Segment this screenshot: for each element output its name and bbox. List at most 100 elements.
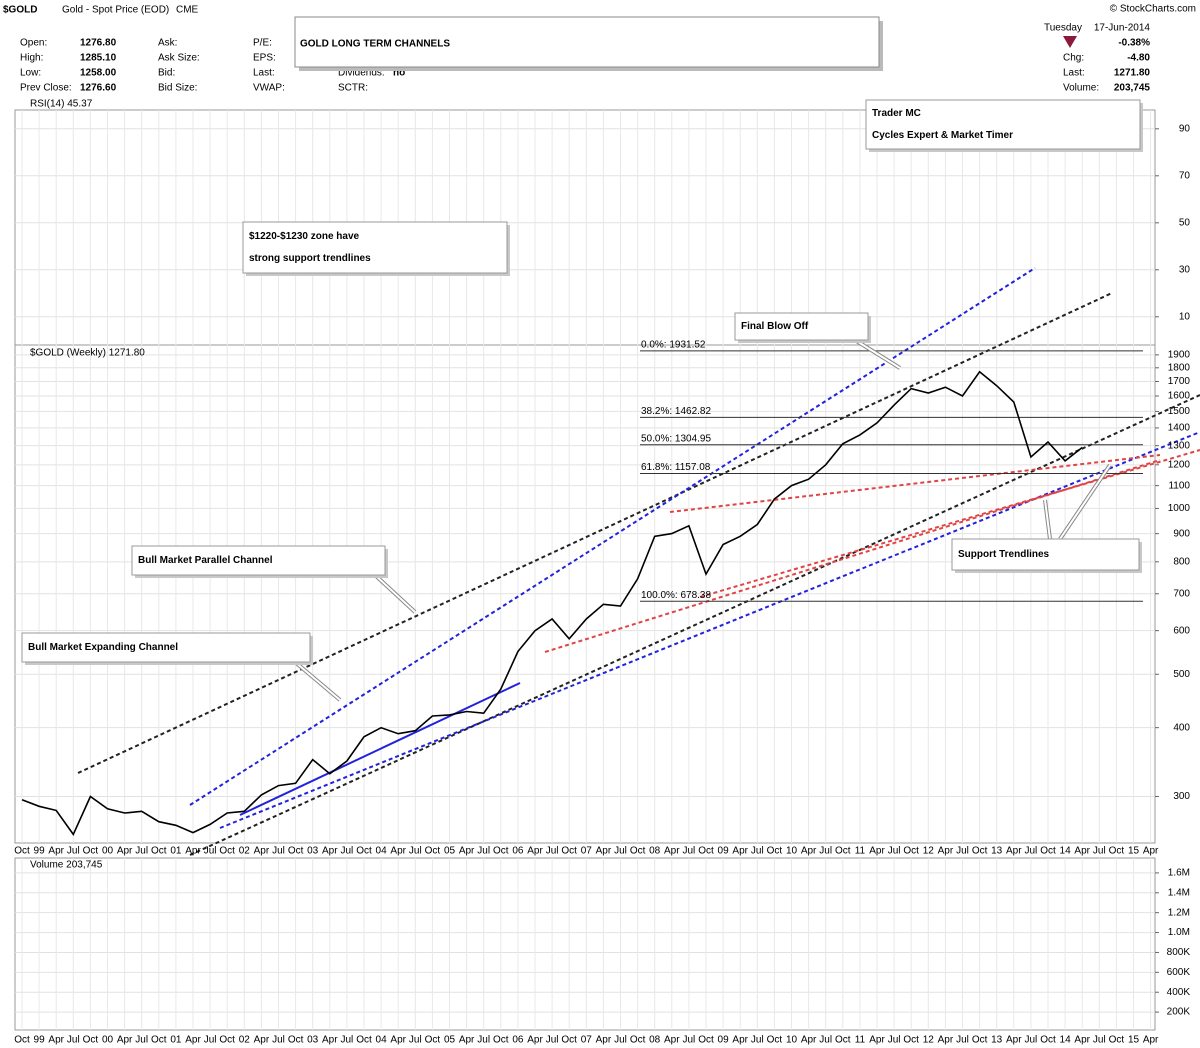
- y-tick-label: 400K: [1167, 987, 1191, 998]
- x-tick-label: Apr: [596, 846, 612, 857]
- y-tick-label: 400: [1173, 722, 1190, 733]
- session-label: Chg:: [1063, 53, 1084, 64]
- x-tick-label: 03: [307, 846, 319, 857]
- x-tick-label: 10: [786, 1035, 798, 1046]
- x-tick-label: Oct: [83, 1035, 99, 1046]
- annotation-box: [242, 221, 508, 274]
- fib-label: 0.0%: 1931.52: [641, 340, 706, 351]
- session-label: Last:: [1063, 68, 1085, 79]
- fib-label: 100.0%: 678.38: [641, 590, 711, 601]
- x-tick-label: 14: [1060, 1035, 1072, 1046]
- quote-label: VWAP:: [253, 83, 285, 94]
- quote-label: Open:: [20, 38, 47, 49]
- x-tick-label: 99: [34, 846, 46, 857]
- x-tick-label: 02: [239, 846, 251, 857]
- x-tick-label: Apr: [459, 1035, 475, 1046]
- x-tick-label: Apr: [48, 1035, 64, 1046]
- y-tick-label: 600K: [1167, 967, 1191, 978]
- y-tick-label: 500: [1173, 669, 1190, 680]
- x-tick-label: Apr: [596, 1035, 612, 1046]
- x-tick-label: Jul: [1093, 1035, 1106, 1046]
- x-tick-label: Oct: [219, 846, 235, 857]
- x-tick-label: Oct: [903, 846, 919, 857]
- x-tick-label: Jul: [819, 846, 832, 857]
- change-pct: -0.38%: [1118, 38, 1150, 49]
- annotation-box: [951, 538, 1140, 571]
- x-tick-label: 99: [34, 1035, 46, 1046]
- annotation-box: [21, 632, 311, 663]
- x-tick-label: Jul: [67, 1035, 80, 1046]
- x-tick-label: Apr: [664, 846, 680, 857]
- x-tick-label: 06: [512, 1035, 524, 1046]
- x-tick-label: Oct: [835, 1035, 851, 1046]
- x-tick-label: Apr: [117, 1035, 133, 1046]
- x-tick-label: Apr: [869, 846, 885, 857]
- x-tick-label: Jul: [272, 846, 285, 857]
- x-tick-label: Oct: [972, 1035, 988, 1046]
- x-tick-label: Jul: [204, 1035, 217, 1046]
- x-tick-label: Apr: [390, 846, 406, 857]
- x-tick-label: Apr: [938, 846, 954, 857]
- y-tick-label: 800: [1173, 556, 1190, 567]
- copyright: © StockCharts.com: [1110, 4, 1196, 15]
- y-tick-label: 90: [1179, 123, 1191, 134]
- quote-value: 1276.60: [80, 83, 117, 94]
- x-tick-label: 06: [512, 846, 524, 857]
- x-tick-label: 10: [786, 846, 798, 857]
- y-tick-label: 800K: [1167, 947, 1191, 958]
- x-tick-label: Apr: [459, 846, 475, 857]
- x-tick-label: Jul: [409, 1035, 422, 1046]
- x-tick-label: 03: [307, 1035, 319, 1046]
- x-tick-label: 04: [376, 1035, 388, 1046]
- x-tick-label: Apr: [185, 846, 201, 857]
- x-tick-label: 13: [991, 1035, 1003, 1046]
- x-tick-label: Oct: [356, 846, 372, 857]
- x-tick-label: Oct: [630, 1035, 646, 1046]
- x-tick-label: Oct: [151, 846, 167, 857]
- x-tick-label: Oct: [356, 1035, 372, 1046]
- y-tick-label: 70: [1179, 170, 1191, 181]
- x-tick-label: Oct: [698, 1035, 714, 1046]
- annotation-text: strong support trendlines: [249, 253, 371, 264]
- x-tick-label: Jul: [546, 846, 559, 857]
- x-tick-label: Jul: [67, 846, 80, 857]
- callout-pointer: [294, 661, 341, 701]
- x-tick-label: Apr: [664, 1035, 680, 1046]
- x-tick-label: Jul: [477, 846, 490, 857]
- x-tick-label: Oct: [1109, 1035, 1125, 1046]
- y-tick-label: 1.4M: [1168, 887, 1190, 898]
- x-tick-label: Apr: [322, 1035, 338, 1046]
- x-tick-label: Apr: [732, 1035, 748, 1046]
- panel-title: $GOLD (Weekly) 1271.80: [30, 348, 145, 359]
- x-tick-label: Jul: [888, 846, 901, 857]
- x-tick-label: Jul: [1025, 1035, 1038, 1046]
- session-label: Volume:: [1063, 83, 1099, 94]
- x-tick-label: Oct: [767, 1035, 783, 1046]
- x-tick-label: 11: [855, 1035, 866, 1046]
- y-tick-label: 1800: [1168, 362, 1191, 373]
- x-tick-label: 14: [1060, 846, 1072, 857]
- x-tick-label: Apr: [185, 1035, 201, 1046]
- x-tick-label: Apr: [732, 846, 748, 857]
- x-tick-label: Jul: [477, 1035, 490, 1046]
- instrument-name: Gold - Spot Price (EOD): [62, 5, 169, 16]
- x-tick-label: 12: [923, 1035, 935, 1046]
- x-tick-label: Apr: [254, 846, 270, 857]
- x-tick-label: 15: [1128, 846, 1140, 857]
- y-tick-label: 1400: [1168, 423, 1191, 434]
- x-tick-label: Apr: [527, 846, 543, 857]
- session-value: -4.80: [1127, 53, 1150, 64]
- x-tick-label: 05: [444, 846, 456, 857]
- x-tick-label: 00: [102, 1035, 114, 1046]
- y-tick-label: 1600: [1168, 391, 1191, 402]
- x-tick-label: Oct: [151, 1035, 167, 1046]
- annotation-text: Bull Market Parallel Channel: [138, 555, 273, 566]
- x-tick-label: Apr: [322, 846, 338, 857]
- quote-label: P/E:: [253, 38, 272, 49]
- x-tick-label: Jul: [888, 1035, 901, 1046]
- x-tick-label: Oct: [1040, 846, 1056, 857]
- y-tick-label: 1000: [1168, 503, 1191, 514]
- x-tick-label: Oct: [14, 846, 30, 857]
- grid: [15, 110, 1155, 1030]
- x-tick-label: Jul: [614, 1035, 627, 1046]
